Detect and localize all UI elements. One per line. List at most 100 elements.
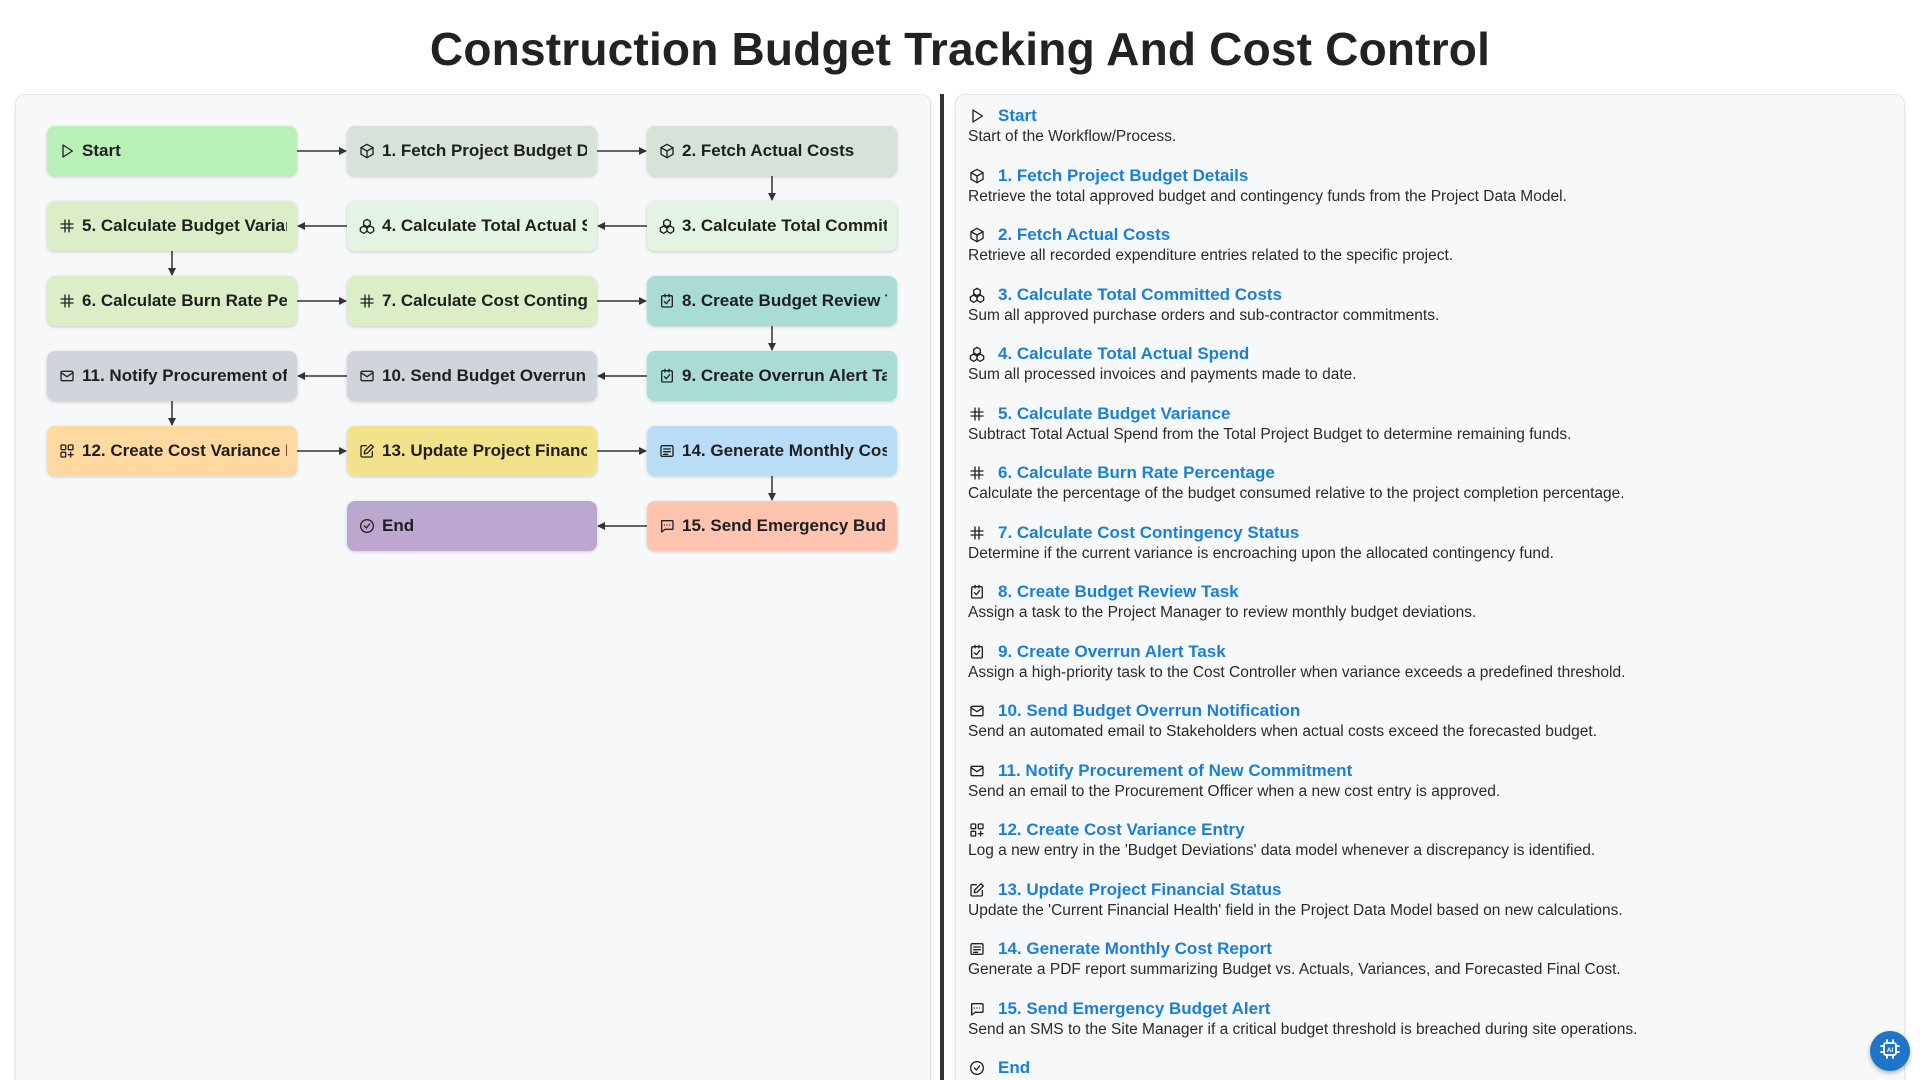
step-header: 12. Create Cost Variance Entry — [968, 819, 1888, 841]
mail-icon — [968, 702, 986, 720]
flow-node-n1[interactable]: 1. Fetch Project Budget Details — [347, 126, 597, 176]
panel-splitter[interactable] — [940, 94, 944, 1080]
step-title-link[interactable]: 10. Send Budget Overrun Notification — [998, 701, 1301, 720]
flow-node-n11[interactable]: 11. Notify Procurement of New Commitment — [47, 351, 297, 401]
sms-icon — [968, 1000, 986, 1018]
flow-node-n6[interactable]: 6. Calculate Burn Rate Percentage — [47, 276, 297, 326]
step-description: Retrieve the total approved budget and c… — [968, 187, 1567, 205]
svg-text:AI: AI — [1887, 1047, 1894, 1054]
cubes-icon — [358, 217, 376, 235]
step-title-link[interactable]: 2. Fetch Actual Costs — [998, 225, 1171, 244]
step-item: 4. Calculate Total Actual Spend Sum all p… — [968, 343, 1888, 403]
steps-list: Start Start of the Workflow/Process. 1. Fe… — [968, 105, 1888, 1080]
flow-node-label: 1. Fetch Project Budget Details — [382, 141, 587, 160]
step-title-link[interactable]: 6. Calculate Burn Rate Percentage — [998, 463, 1275, 482]
step-description: Update the 'Current Financial Health' fi… — [968, 901, 1623, 919]
step-title-link[interactable]: 5. Calculate Budget Variance — [998, 403, 1231, 423]
step-title-link[interactable]: 8. Create Budget Review Task — [998, 582, 1239, 601]
cube-icon — [968, 226, 986, 244]
flow-node-n9[interactable]: 9. Create Overrun Alert Task — [647, 351, 897, 401]
step-header: 9. Create Overrun Alert Task — [968, 641, 1888, 663]
step-description: Log a new entry in the 'Budget Deviation… — [968, 842, 1596, 859]
flow-node-n8[interactable]: 8. Create Budget Review Task — [647, 276, 897, 326]
step-header: 1. Fetch Project Budget Details — [968, 165, 1888, 187]
flow-node-n13[interactable]: 13. Update Project Financial Status — [347, 426, 597, 476]
step-title-link[interactable]: 4. Calculate Total Actual Spend — [998, 344, 1250, 363]
cubes-icon — [658, 217, 676, 235]
step-item: 15. Send Emergency Budget Alert Send an S… — [968, 998, 1888, 1058]
step-title-link[interactable]: 14. Generate Monthly Cost Report — [998, 939, 1272, 958]
step-title-link[interactable]: 7. Calculate Cost Contingency Status — [998, 522, 1300, 542]
step-item: 1. Fetch Project Budget Details Retrieve … — [968, 165, 1888, 225]
step-description: Sum all approved purchase orders and sub… — [968, 306, 1440, 324]
flow-node-label: End — [382, 516, 415, 535]
step-title-link[interactable]: 1. Fetch Project Budget Details — [998, 165, 1249, 185]
step-header: 5. Calculate Budget Variance — [968, 403, 1888, 425]
step-header: 14. Generate Monthly Cost Report — [968, 938, 1888, 960]
step-description: Subtract Total Actual Spend from the Tot… — [968, 425, 1572, 443]
check-circle-icon — [968, 1059, 986, 1077]
flow-node-n2[interactable]: 2. Fetch Actual Costs — [647, 126, 897, 176]
grid-plus-icon — [968, 821, 986, 839]
step-title-link[interactable]: 9. Create Overrun Alert Task — [998, 641, 1226, 661]
hash-icon — [968, 524, 986, 542]
step-title-link[interactable]: Start — [998, 106, 1037, 125]
flow-node-label: 6. Calculate Burn Rate Percentage — [82, 291, 287, 310]
task-check-icon — [968, 583, 986, 601]
flow-node-label: 3. Calculate Total Committed Costs — [682, 216, 887, 235]
step-header: End — [968, 1057, 1888, 1079]
flow-node-end[interactable]: End — [347, 501, 597, 551]
step-description: Send an email to the Procurement Officer… — [968, 782, 1501, 800]
task-check-icon — [658, 367, 676, 385]
flow-node-n4[interactable]: 4. Calculate Total Actual Spend — [347, 201, 597, 251]
flow-node-label: 7. Calculate Cost Contingency Status — [382, 291, 587, 310]
step-item: End — [968, 1057, 1888, 1080]
play-icon — [968, 107, 986, 125]
task-check-icon — [968, 643, 986, 661]
step-header: 8. Create Budget Review Task — [968, 581, 1888, 603]
hash-icon — [968, 464, 986, 482]
step-item: 11. Notify Procurement of New Commitment… — [968, 760, 1888, 820]
ai-chip-icon: AI — [1878, 1037, 1902, 1066]
flow-node-n3[interactable]: 3. Calculate Total Committed Costs — [647, 201, 897, 251]
hash-icon — [968, 405, 986, 423]
step-title-link[interactable]: 3. Calculate Total Committed Costs — [998, 284, 1283, 304]
flow-node-start[interactable]: Start — [47, 126, 297, 176]
flow-node-label: 4. Calculate Total Actual Spend — [382, 216, 587, 235]
flow-node-n12[interactable]: 12. Create Cost Variance Entry — [47, 426, 297, 476]
step-title-link[interactable]: 12. Create Cost Variance Entry — [998, 820, 1245, 839]
step-header: 13. Update Project Financial Status — [968, 879, 1888, 901]
flow-node-n7[interactable]: 7. Calculate Cost Contingency Status — [347, 276, 597, 326]
flow-node-label: 9. Create Overrun Alert Task — [682, 366, 887, 385]
sms-icon — [658, 517, 676, 535]
task-check-icon — [658, 292, 676, 310]
hash-icon — [358, 292, 376, 310]
step-title-link[interactable]: End — [998, 1058, 1031, 1077]
step-description: Assign a task to the Project Manager to … — [968, 604, 1477, 621]
step-description: Assign a high-priority task to the Cost … — [968, 663, 1626, 681]
step-item: Start Start of the Workflow/Process. — [968, 105, 1888, 165]
step-description: Sum all processed invoices and payments … — [968, 366, 1357, 383]
step-item: 7. Calculate Cost Contingency Status Dete… — [968, 522, 1888, 582]
step-title-link[interactable]: 13. Update Project Financial Status — [998, 879, 1282, 899]
mail-icon — [58, 367, 76, 385]
flow-node-n14[interactable]: 14. Generate Monthly Cost Report — [647, 426, 897, 476]
flow-node-label: 13. Update Project Financial Status — [382, 441, 587, 460]
step-description: Send an SMS to the Site Manager if a cri… — [968, 1020, 1638, 1038]
hash-icon — [58, 217, 76, 235]
mail-icon — [358, 367, 376, 385]
flow-node-n5[interactable]: 5. Calculate Budget Variance — [47, 201, 297, 251]
ai-assistant-button[interactable]: AI — [1870, 1031, 1910, 1071]
flow-node-n15[interactable]: 15. Send Emergency Budget Alert — [647, 501, 897, 551]
step-title-link[interactable]: 15. Send Emergency Budget Alert — [998, 998, 1271, 1018]
step-description: Calculate the percentage of the budget c… — [968, 485, 1625, 502]
step-header: 11. Notify Procurement of New Commitment — [968, 760, 1888, 782]
report-icon — [658, 442, 676, 460]
edit-icon — [358, 442, 376, 460]
flow-node-n10[interactable]: 10. Send Budget Overrun Notification — [347, 351, 597, 401]
step-title-link[interactable]: 11. Notify Procurement of New Commitment — [998, 760, 1353, 780]
step-item: 10. Send Budget Overrun Notification Send… — [968, 700, 1888, 760]
page-title: Construction Budget Tracking And Cost Co… — [429, 23, 1491, 75]
flow-node-label: 12. Create Cost Variance Entry — [82, 441, 287, 460]
step-header: Start — [968, 105, 1888, 127]
